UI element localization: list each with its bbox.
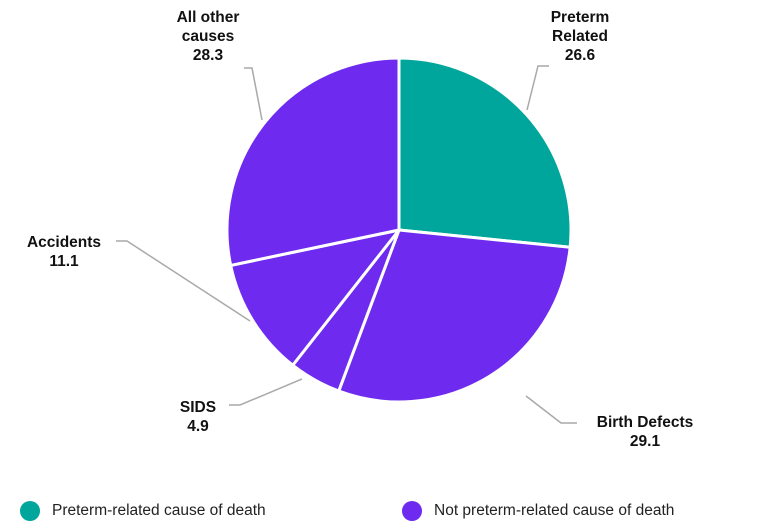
pie-slice-all-other-causes <box>225 56 401 267</box>
slice-value-birth-defects: 29.1 <box>630 433 661 450</box>
slice-value-preterm-related: 26.6 <box>565 47 596 64</box>
slice-label-preterm-related: Related <box>552 28 608 45</box>
slice-label-sids: SIDS <box>180 399 216 416</box>
legend-label-preterm: Preterm-related cause of death <box>52 502 266 519</box>
slice-value-accidents: 11.1 <box>49 253 79 270</box>
leader-line-accidents <box>116 240 251 322</box>
leader-line-birth-defects <box>525 395 577 424</box>
leader-line-all-other-causes <box>244 67 263 121</box>
pie-slice-preterm-related <box>397 56 573 249</box>
pie-chart: Preterm Related 26.6 Birth Defects 29.1 SIDS 4… <box>27 9 693 450</box>
legend-swatch-not-preterm <box>402 501 422 521</box>
pie-slice-accidents <box>229 228 401 367</box>
slice-value-all-other-causes: 28.3 <box>193 47 224 64</box>
legend-swatch-preterm <box>20 501 40 521</box>
slice-label-all-other-causes: causes <box>182 28 235 45</box>
slice-label-accidents: Accidents <box>27 234 101 251</box>
legend-label-not-preterm: Not preterm-related cause of death <box>434 502 675 519</box>
legend-item-not-preterm: Not preterm-related cause of death <box>402 500 674 522</box>
pie-slices <box>225 56 573 404</box>
slice-label-all-other-causes: All other <box>177 9 240 26</box>
slice-value-sids: 4.9 <box>187 418 209 435</box>
slice-labels: Preterm Related 26.6 Birth Defects 29.1 SIDS 4… <box>27 9 693 450</box>
leader-line-preterm-related <box>526 65 549 111</box>
slice-label-preterm-related: Preterm <box>551 9 610 26</box>
leader-lines <box>116 65 577 424</box>
legend-item-preterm: Preterm-related cause of death <box>20 500 266 522</box>
slice-label-birth-defects: Birth Defects <box>597 414 693 431</box>
leader-line-sids <box>229 378 303 406</box>
pie-slice-birth-defects <box>337 228 572 404</box>
